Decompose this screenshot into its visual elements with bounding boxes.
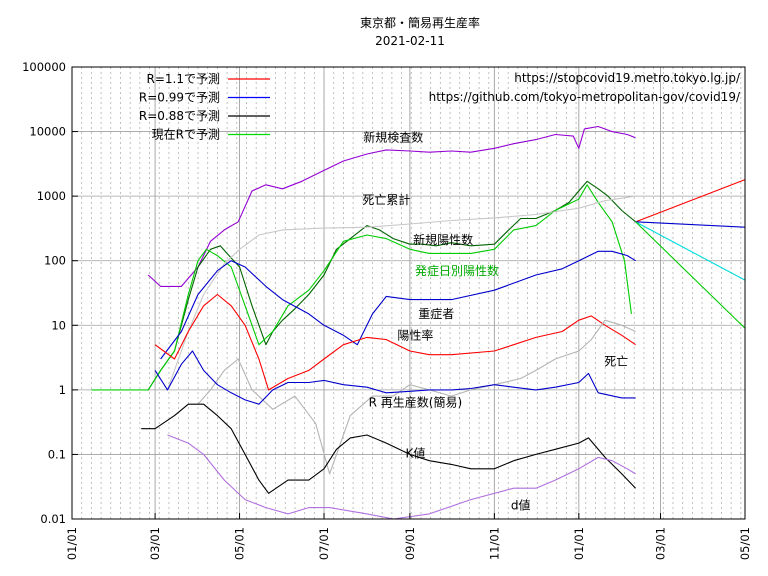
source-url: https://stopcovid19.metro.tokyo.lg.jp/ — [514, 71, 741, 85]
chart-subtitle: 2021-02-11 — [375, 34, 445, 48]
source-urls: https://stopcovid19.metro.tokyo.lg.jp/ht… — [429, 71, 741, 104]
series-line — [91, 184, 632, 391]
x-tick-label: 11/01 — [487, 527, 501, 560]
y-tick-label: 0.1 — [48, 447, 66, 461]
plot-frame — [71, 66, 746, 520]
x-tick-label: 03/01 — [654, 527, 668, 560]
series-group — [91, 125, 746, 520]
y-tick-label: 10 — [51, 318, 66, 332]
chart-title: 東京都・簡易再生産率 — [360, 15, 480, 30]
series-label: d値 — [511, 498, 531, 513]
series-label: R 再生産数(簡易) — [369, 395, 463, 410]
axis-ticks: 0.01 0.1 1 10 100 1000 10000 100000 01/01 03/01 05… — [22, 60, 752, 560]
series-line — [141, 403, 636, 494]
y-tick-label: 10000 — [29, 125, 66, 139]
series-line — [154, 293, 636, 391]
series-label: 重症者 — [418, 306, 454, 321]
prediction-line — [635, 221, 746, 329]
y-tick-label: 100000 — [22, 60, 66, 74]
series-line — [147, 125, 636, 287]
series-line — [166, 195, 636, 391]
x-tick-label: 01/01 — [65, 527, 79, 560]
source-url: https://github.com/tokyo-metropolitan-go… — [429, 90, 741, 104]
series-label: 新規陽性数 — [413, 232, 473, 247]
series-line — [160, 250, 636, 360]
series-line — [147, 180, 636, 391]
series-label: 新規検査数 — [363, 130, 423, 145]
series-label: 陽性率 — [397, 328, 433, 343]
x-tick-label: 05/01 — [233, 527, 247, 560]
series-line — [197, 319, 636, 475]
x-tick-label: 09/01 — [403, 527, 417, 560]
series-label: 死亡 — [604, 354, 628, 368]
y-tick-label: 100 — [44, 254, 66, 268]
series-label: K値 — [405, 445, 425, 460]
prediction-line — [635, 179, 746, 223]
legend-label: 現在Rで予測 — [152, 128, 220, 142]
prediction-line — [635, 221, 746, 228]
prediction-line — [635, 221, 746, 281]
x-tick-label: 07/01 — [317, 527, 331, 560]
legend-label: R=0.88で予測 — [139, 109, 220, 123]
series-label: 死亡累計 — [362, 192, 410, 207]
y-tick-label: 1 — [59, 383, 66, 397]
legend-label: R=0.99で予測 — [139, 91, 220, 105]
x-tick-label: 05/01 — [738, 527, 752, 560]
series-line — [154, 350, 636, 405]
y-tick-label: 0.01 — [40, 512, 66, 526]
y-tick-label: 1000 — [37, 189, 66, 203]
series-label: 発症日別陽性数 — [415, 263, 499, 278]
x-tick-label: 03/01 — [148, 527, 162, 560]
x-tick-label: 01/01 — [572, 527, 586, 560]
legend-label: R=1.1で予測 — [147, 72, 220, 86]
